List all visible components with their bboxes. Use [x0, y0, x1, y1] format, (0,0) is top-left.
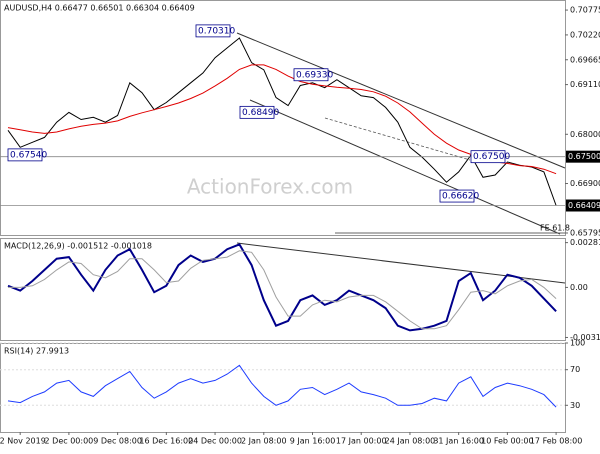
- channel-mid: [324, 117, 471, 161]
- channel-upper: [236, 32, 566, 169]
- series-line: [7, 243, 557, 332]
- x-tick-label: 31 Jan 16:00: [433, 437, 484, 446]
- panel-title: RSI(14) 27.9913: [4, 347, 69, 356]
- y-tick-label: 100: [570, 339, 585, 348]
- x-tick-label: 9 Dec 08:00: [93, 437, 142, 446]
- x-tick-label: 17 Feb 08:00: [530, 437, 582, 446]
- panel-title: MACD(12,26,9) -0.001512 -0.001018: [4, 242, 152, 251]
- x-tick-label: 16 Dec 16:00: [139, 437, 193, 446]
- watermark: ActionForex.com: [187, 175, 353, 199]
- y-tick-label: 0.65795: [570, 228, 600, 237]
- y-tick-label: 70: [570, 365, 580, 374]
- series-line: [7, 64, 557, 175]
- x-tick-label: 9 Jan 16:00: [290, 437, 336, 446]
- x-tick-label: 10 Feb 00:00: [481, 437, 533, 446]
- y-tick-label: 0.69110: [570, 80, 600, 89]
- annotation-label: 0.67500: [473, 152, 510, 162]
- annotation-box: [293, 68, 329, 82]
- macd-panel-frame: [0, 238, 566, 341]
- annotation-box: [195, 24, 231, 38]
- annotation-box: [239, 105, 275, 119]
- annotation-label: 0.70310: [198, 26, 235, 36]
- y-tick-label: 30: [570, 401, 580, 410]
- y-tick-label: 0.70775: [570, 6, 600, 15]
- y-tick-label: 0.00281: [570, 238, 600, 247]
- x-tick-label: 24 Dec 00:00: [188, 437, 242, 446]
- annotation-label: 0.67540: [10, 150, 47, 160]
- y-tick-label: 0.00: [570, 283, 588, 292]
- annotation-label: 0.68490: [242, 108, 279, 118]
- y-tick-label: 0.69665: [570, 55, 600, 64]
- annotation-label: 0.69330: [296, 70, 333, 80]
- panel-title: AUDUSD,H4 0.66477 0.66501 0.66304 0.6640…: [4, 4, 195, 13]
- series-line: [7, 37, 557, 206]
- marker-label: 0.67500: [568, 152, 600, 161]
- annotation-label: 0.66620: [442, 192, 479, 202]
- annotation-box: [7, 148, 43, 162]
- annotation-box: [470, 150, 506, 164]
- annotation-box: [439, 189, 475, 203]
- x-tick-label: 2 Jan 08:00: [241, 437, 287, 446]
- y-tick-label: 0.66900: [570, 179, 600, 188]
- marker-box: [566, 150, 600, 163]
- marker-label: 0.66409: [568, 201, 600, 210]
- x-tick-label: 17 Jan 00:00: [336, 437, 387, 446]
- channel-lower: [249, 99, 561, 235]
- y-tick-label: -0.003141: [570, 333, 600, 342]
- series-line: [7, 364, 557, 408]
- y-tick-label: 0.68000: [570, 130, 600, 139]
- y-tick-label: 0.70220: [570, 30, 600, 39]
- fe-label: FE 61.8: [540, 224, 570, 233]
- x-tick-label: 22 Nov 2019: [0, 437, 46, 446]
- series-line: [8, 250, 557, 330]
- rsi-panel-frame: [0, 343, 566, 433]
- x-tick-label: 24 Jan 08:00: [385, 437, 436, 446]
- x-tick-label: 2 Dec 00:00: [45, 437, 94, 446]
- marker-box: [566, 199, 600, 212]
- price-panel-frame: [0, 0, 566, 236]
